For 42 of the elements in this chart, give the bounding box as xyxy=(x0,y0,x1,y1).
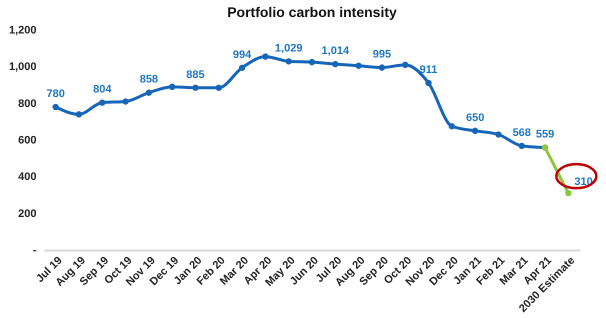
point xyxy=(495,131,502,138)
data-label: 559 xyxy=(536,128,554,141)
chart-title: Portfolio carbon intensity xyxy=(227,4,397,20)
point xyxy=(308,58,316,66)
y-tick-label: 600 xyxy=(18,134,36,146)
point xyxy=(425,80,432,86)
y-tick-label: 800 xyxy=(18,98,36,110)
data-label: 804 xyxy=(93,84,112,96)
point xyxy=(402,62,408,68)
y-tick-label: - xyxy=(32,244,37,256)
data-label: 858 xyxy=(140,74,158,86)
point xyxy=(262,53,269,60)
data-label: 995 xyxy=(372,48,392,61)
point xyxy=(122,98,129,105)
point xyxy=(518,142,525,150)
point xyxy=(52,104,59,110)
y-tick-label: 200 xyxy=(18,208,36,220)
point xyxy=(216,84,222,91)
point xyxy=(146,90,152,96)
point xyxy=(192,84,199,91)
data-label: 994 xyxy=(232,48,252,61)
point xyxy=(286,58,292,65)
data-label: 885 xyxy=(186,68,205,81)
point xyxy=(332,60,338,68)
data-label: 911 xyxy=(420,64,438,76)
point xyxy=(355,62,362,69)
point xyxy=(99,99,106,106)
y-tick-label: 400 xyxy=(18,171,36,184)
data-label: 1,014 xyxy=(322,45,350,58)
data-label: 1,029 xyxy=(274,42,302,54)
point xyxy=(169,84,176,90)
point xyxy=(472,128,478,134)
y-tick-label: 1,000 xyxy=(8,61,36,74)
y-tick-label: 1,200 xyxy=(8,24,36,36)
point xyxy=(565,190,572,196)
point xyxy=(378,64,386,71)
data-label: 568 xyxy=(512,126,531,139)
point xyxy=(238,64,246,71)
data-label: 780 xyxy=(46,88,65,100)
data-label: 650 xyxy=(466,112,484,124)
point xyxy=(76,111,82,118)
point xyxy=(448,123,455,130)
